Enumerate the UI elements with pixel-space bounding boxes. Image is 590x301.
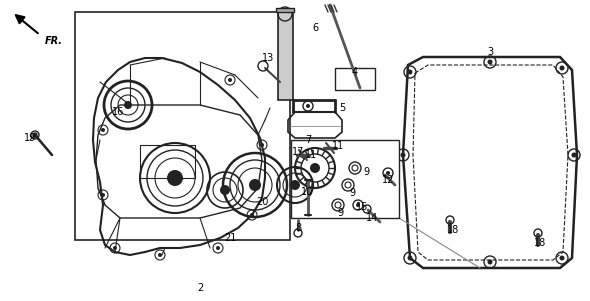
Text: 12: 12 [382, 175, 394, 185]
Circle shape [408, 70, 412, 75]
Circle shape [401, 153, 405, 157]
Bar [278, 12, 293, 100]
Circle shape [487, 259, 493, 265]
Text: 6: 6 [312, 23, 318, 33]
Circle shape [167, 170, 183, 186]
Circle shape [386, 171, 390, 175]
Text: FR.: FR. [45, 36, 63, 46]
Text: 16: 16 [112, 107, 124, 117]
Circle shape [101, 128, 105, 132]
Polygon shape [276, 8, 294, 12]
Text: 19: 19 [24, 133, 36, 143]
Text: 21: 21 [224, 233, 236, 243]
Circle shape [306, 104, 310, 108]
Circle shape [559, 256, 565, 260]
Circle shape [249, 179, 261, 191]
Circle shape [290, 180, 300, 190]
Circle shape [356, 203, 360, 207]
Bar [75, 12, 290, 240]
Circle shape [559, 66, 565, 70]
Text: 10: 10 [301, 187, 313, 197]
Circle shape [260, 143, 264, 147]
Circle shape [250, 213, 254, 217]
Text: 15: 15 [356, 202, 368, 212]
Text: 7: 7 [305, 135, 311, 145]
Text: 9: 9 [337, 208, 343, 218]
Circle shape [124, 101, 132, 109]
Circle shape [101, 193, 105, 197]
Text: 4: 4 [352, 67, 358, 77]
Circle shape [216, 246, 220, 250]
Text: 13: 13 [262, 53, 274, 63]
Text: 2: 2 [197, 283, 203, 293]
Text: 17: 17 [292, 147, 304, 157]
Text: 18: 18 [447, 225, 459, 235]
Circle shape [228, 78, 232, 82]
Text: 5: 5 [339, 103, 345, 113]
Text: 14: 14 [366, 213, 378, 223]
Circle shape [113, 246, 117, 250]
Circle shape [310, 163, 320, 173]
Circle shape [572, 153, 576, 157]
Bar [291, 140, 399, 218]
Circle shape [33, 133, 37, 137]
Text: 9: 9 [349, 188, 355, 198]
Circle shape [487, 60, 493, 64]
Circle shape [220, 185, 230, 195]
Text: 11: 11 [332, 141, 344, 151]
Text: 11: 11 [305, 150, 317, 160]
Text: 18: 18 [534, 238, 546, 248]
Text: 9: 9 [363, 167, 369, 177]
Circle shape [408, 256, 412, 260]
Circle shape [158, 253, 162, 257]
Text: 20: 20 [256, 197, 268, 207]
Text: 3: 3 [487, 47, 493, 57]
Text: 8: 8 [295, 223, 301, 233]
